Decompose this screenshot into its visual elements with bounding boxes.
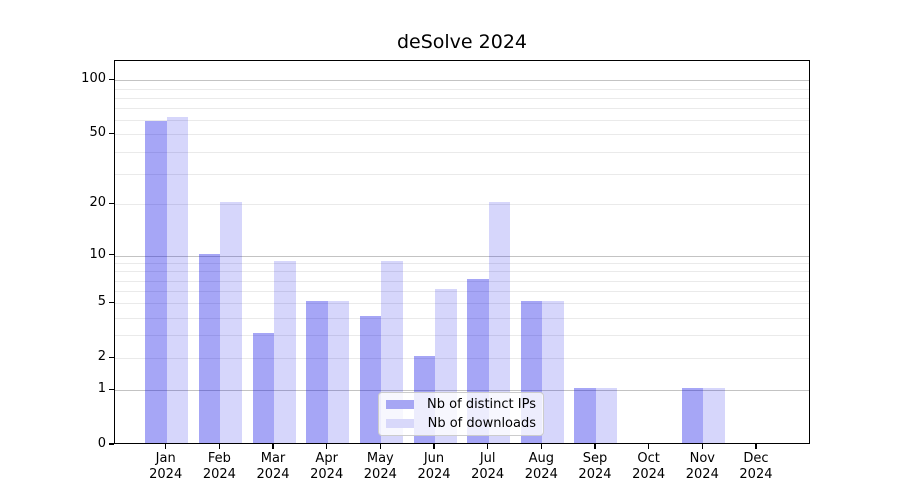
legend: Nb of distinct IPs Nb of downloads <box>378 392 544 436</box>
bar-downloads-nov <box>703 388 725 443</box>
bar-downloads-sep <box>595 388 618 443</box>
bar-distinct-ips-sep <box>574 388 596 443</box>
gridline-minor <box>115 291 809 293</box>
bar-downloads-jan <box>166 116 189 443</box>
gridline-minor <box>115 204 809 206</box>
y-tick-mark <box>109 443 114 445</box>
x-tick-mark <box>648 444 650 449</box>
gridline-minor <box>115 173 809 175</box>
y-tick-mark <box>109 356 114 358</box>
y-tick-mark <box>109 78 114 80</box>
x-tick-mark <box>272 444 274 449</box>
x-tick-mark <box>326 444 328 449</box>
y-tick-label: 50 <box>89 125 106 141</box>
gridline-minor <box>115 335 809 337</box>
y-tick-mark <box>109 301 114 303</box>
bar-distinct-ips-jan <box>145 120 167 443</box>
y-tick-mark <box>109 132 114 134</box>
y-tick-mark <box>109 388 114 390</box>
x-tick-mark <box>379 444 381 449</box>
x-tick-label-jul: Jul 2024 <box>471 451 505 482</box>
gridline-minor <box>115 303 809 305</box>
legend-swatch-downloads <box>386 419 414 429</box>
x-tick-label-may: May 2024 <box>363 451 397 482</box>
x-tick-label-dec: Dec 2024 <box>739 451 773 482</box>
x-tick-label-mar: Mar 2024 <box>256 451 290 482</box>
legend-label-downloads: Nb of downloads <box>427 416 536 432</box>
x-tick-label-jan: Jan 2024 <box>149 451 183 482</box>
gridline-major <box>115 390 809 392</box>
gridline-minor <box>115 358 809 360</box>
x-tick-label-jun: Jun 2024 <box>417 451 451 482</box>
gridline-minor <box>115 88 809 90</box>
x-tick-mark <box>755 444 757 449</box>
bar-distinct-ips-apr <box>306 301 328 443</box>
x-tick-label-aug: Aug 2024 <box>524 451 558 482</box>
x-tick-label-nov: Nov 2024 <box>685 451 719 482</box>
x-tick-mark <box>487 444 489 449</box>
x-tick-mark <box>165 444 167 449</box>
x-tick-mark <box>433 444 435 449</box>
gridline-minor <box>115 271 809 273</box>
gridline-minor <box>115 263 809 265</box>
bar-downloads-jul <box>488 202 511 443</box>
gridline-minor <box>115 97 809 99</box>
x-tick-label-apr: Apr 2024 <box>310 451 344 482</box>
gridline-minor <box>115 280 809 282</box>
chart-title: deSolve 2024 <box>396 31 528 53</box>
y-tick-label: 0 <box>97 436 106 451</box>
y-tick-label: 5 <box>97 294 106 310</box>
bar-distinct-ips-may <box>359 315 382 443</box>
y-tick-mark <box>109 202 114 205</box>
x-tick-mark <box>701 444 703 449</box>
x-tick-label-sep: Sep 2024 <box>578 451 612 482</box>
legend-entry-downloads: Nb of downloads <box>386 416 536 433</box>
x-tick-mark <box>218 444 220 449</box>
legend-label-distinct-ips: Nb of distinct IPs <box>427 396 536 412</box>
bar-distinct-ips-nov <box>681 388 704 443</box>
bar-distinct-ips-feb <box>198 253 221 443</box>
y-tick-label: 1 <box>97 381 106 397</box>
legend-entry-distinct-ips: Nb of distinct IPs <box>386 396 536 413</box>
bar-downloads-feb <box>220 202 242 443</box>
bar-downloads-aug <box>542 301 564 443</box>
x-tick-mark <box>594 444 596 449</box>
bar-distinct-ips-mar <box>252 333 275 443</box>
x-tick-mark <box>540 444 542 449</box>
plot-area <box>114 60 810 444</box>
gridline-minor <box>115 120 809 122</box>
y-tick-label: 20 <box>89 195 106 211</box>
legend-swatch-distinct-ips <box>386 399 414 409</box>
y-tick-label: 100 <box>81 71 106 87</box>
x-tick-label-feb: Feb 2024 <box>202 451 236 482</box>
gridline-major <box>115 80 809 82</box>
bar-downloads-apr <box>327 301 350 443</box>
gridline-minor <box>115 151 809 153</box>
x-tick-label-oct: Oct 2024 <box>632 451 666 482</box>
gridline-minor <box>115 108 809 110</box>
y-tick-label: 2 <box>97 349 106 365</box>
gridline-major <box>115 255 809 257</box>
gridline-minor <box>115 317 809 319</box>
y-tick-mark <box>109 253 114 256</box>
gridline-minor <box>115 134 809 136</box>
bar-downloads-mar <box>274 261 296 443</box>
y-tick-label: 10 <box>89 246 106 262</box>
